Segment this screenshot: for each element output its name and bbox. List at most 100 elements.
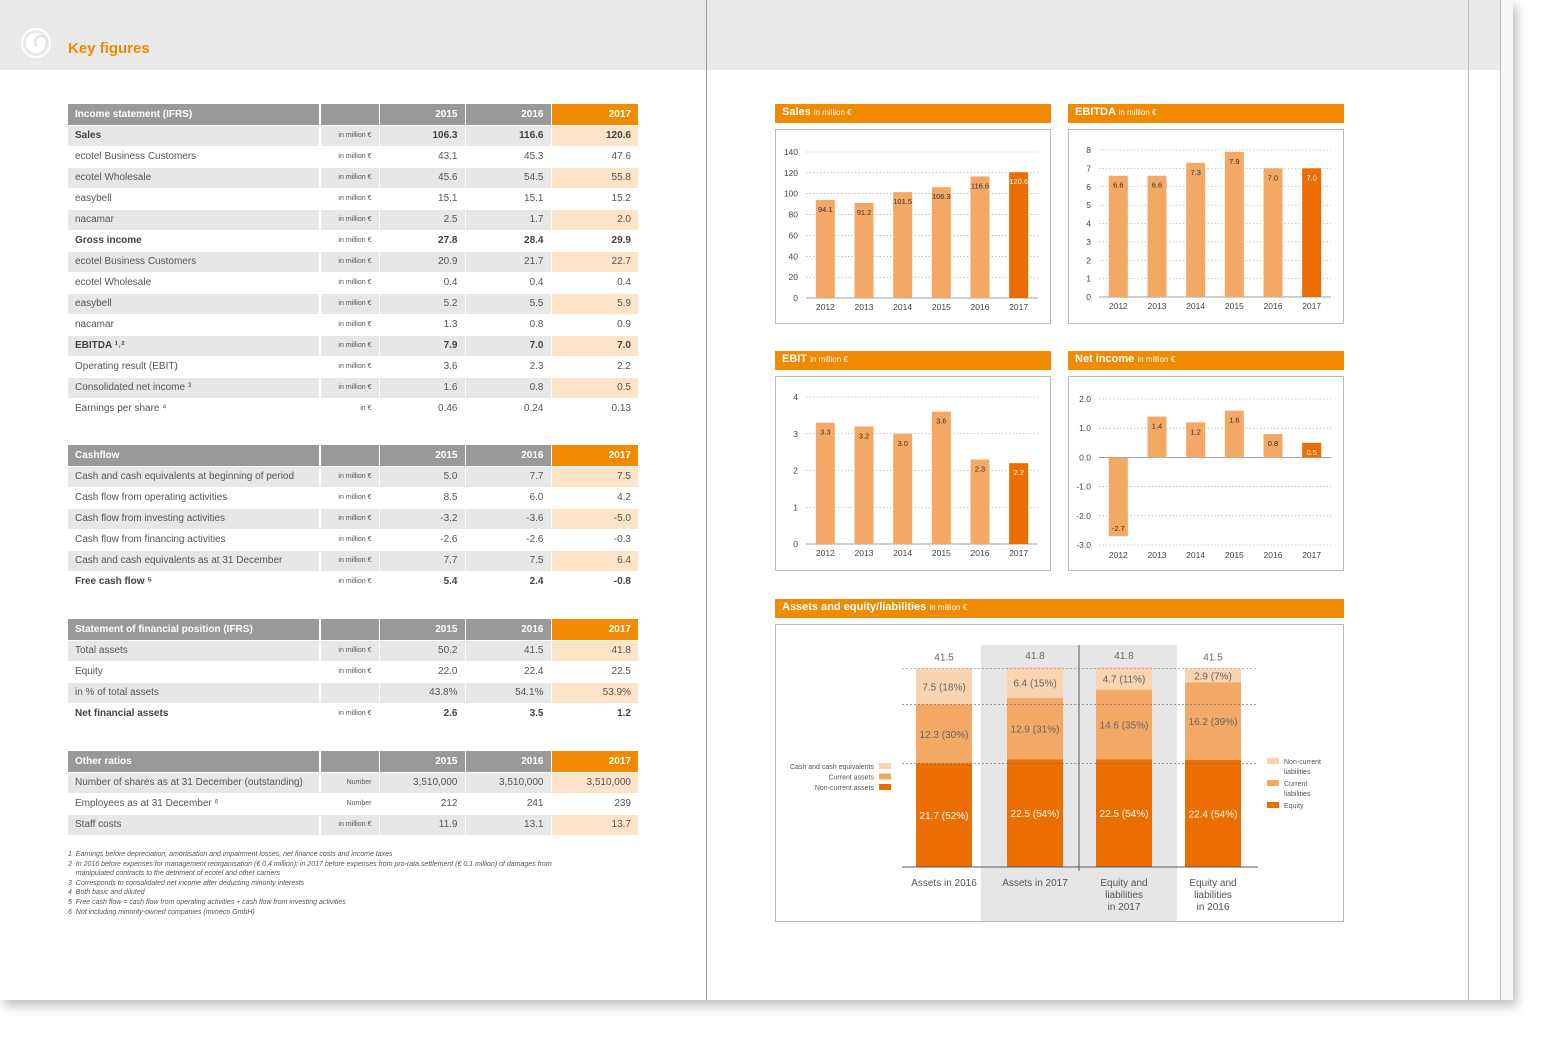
table-row: Cash and cash equivalents at beginning o… <box>68 466 638 488</box>
row-value: 7.5 <box>551 466 638 488</box>
sales-chart: 0 20 40 60 80 100 120 140 94.1 2012 91.2 2013 101.5 2… <box>775 129 1051 324</box>
y-tick-label: 4 <box>793 392 798 402</box>
bar <box>815 422 835 544</box>
table-header-row: Statement of financial position (IFRS) 20… <box>68 619 638 641</box>
y-tick-label: 5 <box>1086 200 1091 210</box>
page-edge <box>1500 0 1513 1000</box>
x-tick-label: 2013 <box>1148 301 1167 311</box>
row-value: 0.13 <box>551 398 638 420</box>
row-value: 6.4 <box>551 550 638 572</box>
bar <box>1302 168 1322 297</box>
category-label: liabilities <box>1194 890 1232 901</box>
y-tick-label: 120 <box>784 168 798 178</box>
table-header-cell: Cashflow <box>68 445 321 467</box>
row-value: 7.0 <box>551 335 638 357</box>
row-unit: in million € <box>320 571 380 593</box>
bar <box>854 426 874 544</box>
data-label: 3.6 <box>936 417 946 426</box>
row-value: 3.6 <box>379 356 466 378</box>
table-header-cell <box>320 751 380 773</box>
cashflow-table: Cashflow 2015 2016 2017 Cash and cash equiva… <box>68 445 638 593</box>
row-label: Cash and cash equivalents as at 31 Decem… <box>68 550 321 572</box>
row-value: 5.5 <box>465 293 552 315</box>
legend-label: Current <box>1284 781 1307 788</box>
footnote: 1 Earnings before depreciation, amortisa… <box>68 851 393 858</box>
row-value: 0.8 <box>465 314 552 336</box>
row-value: 11.9 <box>379 814 466 836</box>
y-tick-label: 2.0 <box>1079 394 1091 404</box>
y-tick-label: 0 <box>793 539 798 549</box>
footnote: 2 In 2016 before expenses for management… <box>68 860 552 868</box>
legend-label: liabilities <box>1284 791 1311 798</box>
row-unit: in million € <box>320 640 380 662</box>
chart-unit: in million € <box>1137 355 1176 364</box>
stacked-bar-segment <box>1007 667 1063 698</box>
bar <box>1108 457 1128 537</box>
x-tick-label: 2017 <box>1302 550 1321 560</box>
x-tick-label: 2017 <box>1009 302 1028 312</box>
stacked-bar-segment <box>916 763 972 867</box>
row-label: ecotel Wholesale <box>68 272 321 294</box>
table-row: Gross income in million €27.8 28.4 29.9 <box>68 230 638 252</box>
row-value: 3.5 <box>465 703 552 725</box>
data-label: 7.3 <box>1190 168 1200 177</box>
chart-unit: in million € <box>929 603 968 612</box>
table-row: Operating result (EBIT) in million €3.6 2.… <box>68 356 638 378</box>
table-header-row: Cashflow 2015 2016 2017 <box>68 445 638 467</box>
legend-label: Non-current <box>1284 759 1321 766</box>
row-value: 5.4 <box>379 571 466 593</box>
data-label: 0.8 <box>1268 439 1278 448</box>
table-row: ecotel Wholesale in million €0.4 0.4 0.4 <box>68 272 638 294</box>
income-statement-table: Income statement (IFRS) 2015 2016 2017 Sales… <box>68 104 638 420</box>
data-label: 1.6 <box>1229 416 1239 425</box>
row-unit: in million € <box>320 251 380 273</box>
segment-label: 22.4 (54%) <box>1189 809 1238 820</box>
legend-label: Current assets <box>828 775 874 782</box>
row-unit: in million € <box>320 125 380 147</box>
row-value: 0.4 <box>379 272 466 294</box>
table-row: ecotel Business Customers in million €43.… <box>68 146 638 168</box>
row-label: in % of total assets <box>68 682 321 704</box>
x-tick-label: 2015 <box>932 302 951 312</box>
data-label: 3.2 <box>859 431 869 440</box>
table-header-cell: 2017 <box>551 619 638 641</box>
row-label: Cash and cash equivalents at beginning o… <box>68 466 321 488</box>
row-label: Equity <box>68 661 321 683</box>
row-value: 7.7 <box>465 466 552 488</box>
row-value: 2.4 <box>465 571 552 593</box>
x-tick-label: 2015 <box>932 548 951 558</box>
category-label: in 2016 <box>1197 902 1230 913</box>
row-value: 120.6 <box>551 125 638 147</box>
page-title: Key figures <box>68 40 150 57</box>
segment-label: 22.5 (54%) <box>1100 809 1149 820</box>
segment-label: 14.6 (35%) <box>1100 721 1149 732</box>
bar <box>1009 463 1029 544</box>
segment-label: 2.9 (7%) <box>1194 672 1232 683</box>
chart-unit: in million € <box>813 108 852 117</box>
stacked-bar-segment <box>1096 689 1152 760</box>
row-value: 22.4 <box>465 661 552 683</box>
other-ratios-table: Other ratios 2015 2016 2017 Number of shares… <box>68 751 638 836</box>
y-tick-label: 20 <box>789 272 799 282</box>
row-label: Sales <box>68 125 321 147</box>
data-label: 7.9 <box>1229 157 1239 166</box>
row-unit: in million € <box>320 814 380 836</box>
table-header-cell <box>320 619 380 641</box>
bar <box>931 411 951 544</box>
row-value: 15.1 <box>379 188 466 210</box>
row-value: 106.3 <box>379 125 466 147</box>
chart-title-text: EBIT <box>782 353 808 365</box>
x-tick-label: 2012 <box>816 302 835 312</box>
row-value: 45.6 <box>379 167 466 189</box>
y-tick-label: 2 <box>1086 255 1091 265</box>
page-spine <box>706 0 707 1000</box>
footnote: 6 Not including minority-owned companies… <box>68 908 255 916</box>
row-value: 0.8 <box>465 377 552 399</box>
data-label: -2.7 <box>1112 524 1125 533</box>
footnotes: 1 Earnings before depreciation, amortisa… <box>68 850 628 917</box>
category-label: in 2017 <box>1108 902 1141 913</box>
data-label: 1.2 <box>1190 427 1200 436</box>
bar <box>1009 172 1029 298</box>
table-header-cell: 2017 <box>551 751 638 773</box>
footnote: manipulated contracts to the detriment o… <box>68 870 281 878</box>
